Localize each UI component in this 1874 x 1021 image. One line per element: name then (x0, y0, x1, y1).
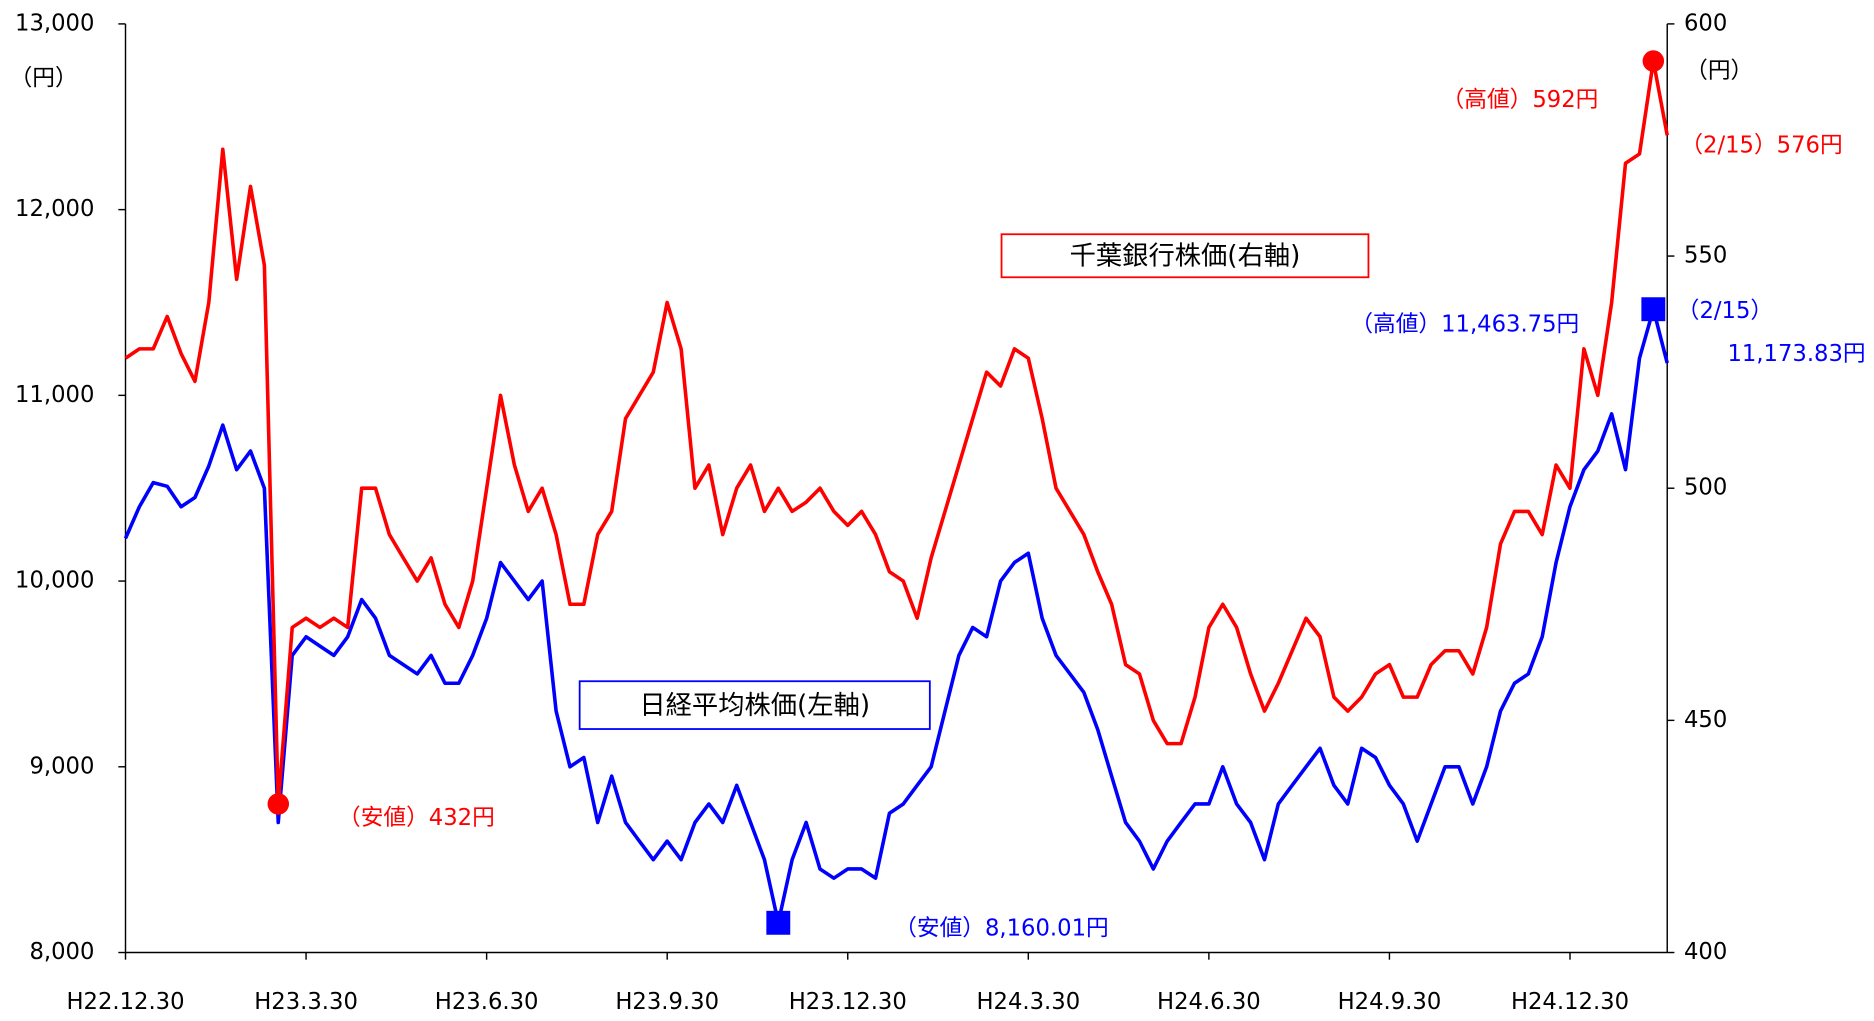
x-tick-label: H23.6.30 (435, 989, 539, 1015)
point-marker (1641, 297, 1666, 322)
y-tick-label: 8,000 (29, 939, 94, 965)
y2-tick-label: 450 (1684, 707, 1727, 733)
x-tick-label: H24.9.30 (1338, 989, 1442, 1015)
y-tick-label: 9,000 (29, 753, 94, 779)
y2-axis-label: （円） (1685, 58, 1753, 84)
legend-box (578, 680, 931, 730)
value-label: （安値）432円 (338, 805, 495, 831)
legend-box (1000, 233, 1370, 279)
x-tick-label: H23.12.30 (789, 989, 907, 1015)
legend-label: 千葉銀行株価(右軸) (1070, 241, 1301, 271)
x-tick-label: H23.3.30 (254, 989, 358, 1015)
value-label: （高値）592円 (1442, 87, 1599, 113)
y2-tick-label: 550 (1684, 243, 1727, 269)
line-series (123, 307, 1669, 925)
x-tick-label: H24.3.30 (976, 989, 1080, 1015)
point-marker (1642, 50, 1665, 72)
value-label: （2/15） (1677, 298, 1773, 324)
legend-label: 日経平均株価(左軸) (639, 691, 870, 721)
x-tick-label: H24.6.30 (1157, 989, 1261, 1015)
y-tick-label: 10,000 (15, 568, 94, 594)
x-tick-label: H23.9.30 (615, 989, 719, 1015)
x-tick-label: H24.12.30 (1511, 989, 1629, 1015)
value-label: 11,173.83円 (1727, 341, 1865, 367)
value-label: （安値）8,160.01円 (894, 915, 1108, 941)
point-marker (267, 793, 290, 815)
value-label: （2/15）576円 (1680, 133, 1842, 159)
y2-tick-label: 600 (1684, 10, 1727, 36)
y-tick-label: 13,000 (15, 10, 94, 36)
y-tick-label: 12,000 (15, 196, 94, 222)
y-tick-label: 11,000 (15, 382, 94, 408)
y-axis-label: （円） (10, 65, 78, 91)
value-label: （高値）11,463.75円 (1350, 311, 1579, 337)
y2-tick-label: 500 (1684, 475, 1727, 501)
line-series (124, 59, 1669, 806)
point-marker (766, 910, 791, 935)
y2-tick-label: 400 (1684, 939, 1727, 965)
x-tick-label: H22.12.30 (66, 989, 184, 1015)
